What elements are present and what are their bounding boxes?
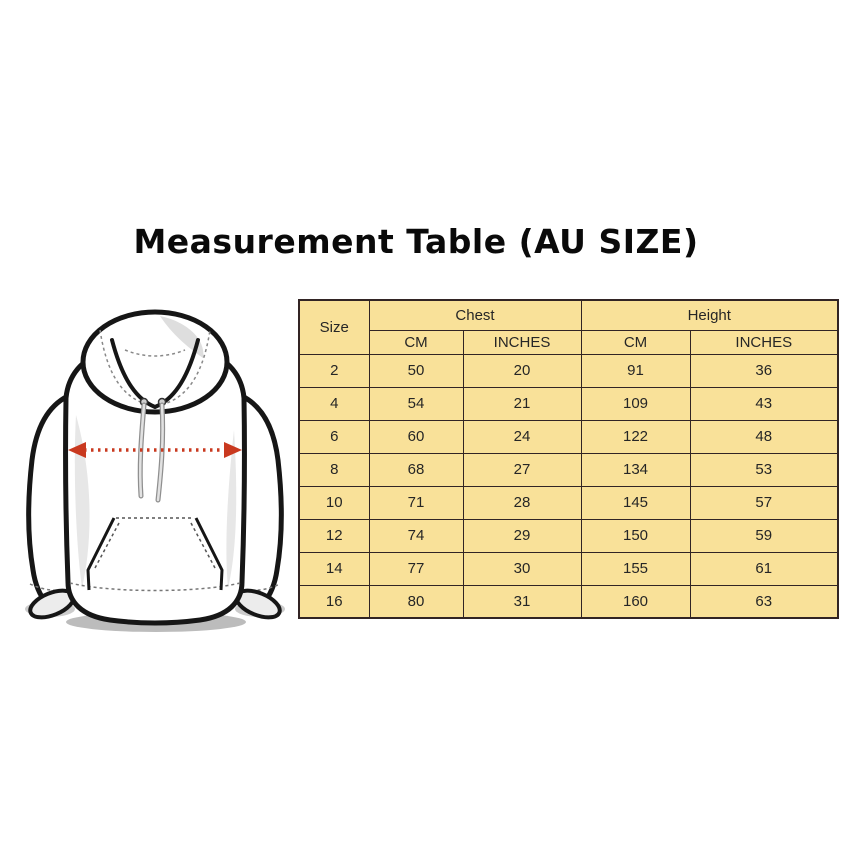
cell-height-cm: 155 [580, 551, 691, 586]
hoodie-illustration [10, 300, 300, 640]
header-row-units: CM INCHES CM INCHES [299, 329, 839, 355]
table-row: 14 77 30 155 61 [298, 551, 839, 586]
cell-height-cm: 134 [580, 452, 691, 487]
table-row: 10 71 28 145 57 [298, 485, 839, 520]
table-row: 16 80 31 160 63 [298, 584, 839, 619]
body [63, 349, 247, 626]
cell-size: 8 [298, 452, 370, 487]
cell-size: 10 [298, 485, 370, 520]
table-row: 4 54 21 109 43 [298, 386, 839, 421]
cell-chest-inches: 24 [462, 419, 582, 454]
table-row: 8 68 27 134 53 [298, 452, 839, 487]
col-group-chest: Chest [368, 299, 582, 331]
cell-chest-inches: 21 [462, 386, 582, 421]
col-group-height: Height [580, 299, 839, 331]
cell-chest-cm: 71 [368, 485, 464, 520]
cell-height-cm: 145 [580, 485, 691, 520]
col-header-size: Size [298, 299, 370, 355]
cell-chest-cm: 80 [368, 584, 464, 619]
cell-chest-inches: 30 [462, 551, 582, 586]
cell-chest-cm: 60 [368, 419, 464, 454]
col-header-chest-cm: CM [368, 329, 464, 355]
cell-chest-inches: 29 [462, 518, 582, 553]
cell-height-cm: 150 [580, 518, 691, 553]
col-header-height-cm: CM [580, 329, 691, 355]
cell-size: 2 [298, 353, 370, 388]
col-header-height-inches: INCHES [689, 329, 839, 355]
cell-chest-inches: 27 [462, 452, 582, 487]
cell-height-cm: 91 [580, 353, 691, 388]
table-row: 6 60 24 122 48 [298, 419, 839, 454]
cell-size: 12 [298, 518, 370, 553]
page-title: Measurement Table (AU SIZE) [133, 222, 699, 261]
hood [80, 309, 230, 415]
cell-height-inches: 36 [689, 353, 839, 388]
cell-chest-inches: 28 [462, 485, 582, 520]
cell-chest-cm: 54 [368, 386, 464, 421]
header-row-groups: Size Chest Height [298, 299, 839, 355]
cell-chest-cm: 74 [368, 518, 464, 553]
cell-size: 16 [298, 584, 370, 619]
table-row: 2 50 20 91 36 [298, 353, 839, 388]
cell-height-inches: 57 [689, 485, 839, 520]
drawstrings [137, 397, 167, 503]
cell-size: 4 [298, 386, 370, 421]
cell-height-cm: 109 [580, 386, 691, 421]
cell-height-cm: 160 [580, 584, 691, 619]
cell-chest-cm: 68 [368, 452, 464, 487]
table-row: 12 74 29 150 59 [298, 518, 839, 553]
cell-chest-cm: 77 [368, 551, 464, 586]
pocket [86, 517, 224, 591]
cell-height-inches: 43 [689, 386, 839, 421]
cell-height-cm: 122 [580, 419, 691, 454]
cell-size: 14 [298, 551, 370, 586]
cell-size: 6 [298, 419, 370, 454]
cell-height-inches: 53 [689, 452, 839, 487]
cell-height-inches: 48 [689, 419, 839, 454]
hoodie-line-drawing-icon [25, 309, 285, 632]
cell-height-inches: 61 [689, 551, 839, 586]
cell-chest-inches: 31 [462, 584, 582, 619]
cell-chest-cm: 50 [368, 353, 464, 388]
measurement-table: Size Chest Height CM INCHES CM INCHES 2 … [298, 299, 839, 619]
cell-chest-inches: 20 [462, 353, 582, 388]
col-header-chest-inches: INCHES [462, 329, 582, 355]
cell-height-inches: 59 [689, 518, 839, 553]
chest-width-arrow-icon [68, 442, 242, 458]
cell-height-inches: 63 [689, 584, 839, 619]
